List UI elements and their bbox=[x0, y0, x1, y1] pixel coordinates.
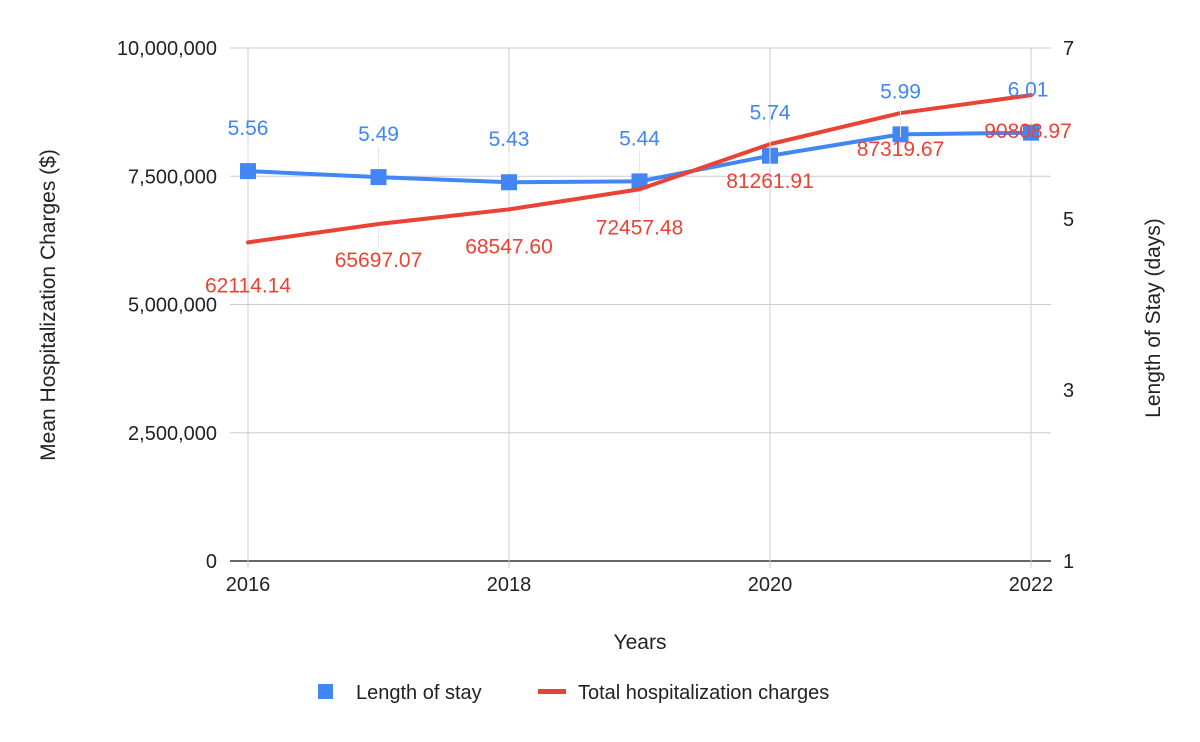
y-left-tick-label: 10,000,000 bbox=[117, 38, 217, 60]
x-axis-title: Years bbox=[614, 631, 667, 654]
y-left-axis-title: Mean Hospitalization Charges ($) bbox=[37, 149, 60, 461]
data-label-total-hospitalization-charges: 72457.48 bbox=[596, 216, 684, 239]
x-axis-ticks: 2016 2018 2020 2022 bbox=[226, 574, 1054, 596]
y-left-tick-label: 2,500,000 bbox=[128, 423, 217, 445]
legend-label-total-hospitalization-charges: Total hospitalization charges bbox=[578, 682, 829, 704]
data-point-length-of-stay[interactable] bbox=[501, 174, 517, 191]
x-tick-label: 2018 bbox=[487, 574, 532, 596]
y-right-tick-label: 5 bbox=[1063, 209, 1074, 231]
data-labels-layer: 5.56 5.49 5.43 5.44 5.74 5.99 6.01 62114.14 6569… bbox=[205, 79, 1072, 298]
legend-item-length-of-stay[interactable]: Length of stay bbox=[318, 682, 482, 704]
y-left-tick-label: 0 bbox=[206, 551, 217, 573]
data-label-total-hospitalization-charges: 90808.97 bbox=[984, 120, 1072, 143]
grid-lines bbox=[230, 47, 1051, 568]
data-label-total-hospitalization-charges: 81261.91 bbox=[726, 170, 814, 193]
data-label-total-hospitalization-charges: 65697.07 bbox=[335, 249, 423, 272]
data-label-length-of-stay: 5.44 bbox=[619, 127, 660, 150]
data-label-length-of-stay: 5.74 bbox=[750, 102, 791, 125]
data-label-length-of-stay: 5.56 bbox=[228, 117, 269, 140]
data-label-length-of-stay: 5.99 bbox=[880, 80, 921, 103]
right-axis-ticks: 1 3 5 7 bbox=[1063, 38, 1074, 573]
data-point-length-of-stay[interactable] bbox=[1023, 124, 1039, 141]
y-right-axis-title: Length of Stay (days) bbox=[1142, 218, 1165, 418]
data-label-length-of-stay: 6.01 bbox=[1008, 79, 1049, 102]
data-point-length-of-stay[interactable] bbox=[631, 173, 648, 190]
legend-swatch-length-of-stay bbox=[318, 684, 333, 699]
y-left-tick-label: 7,500,000 bbox=[128, 166, 217, 188]
x-tick-label: 2016 bbox=[226, 574, 271, 596]
legend: Length of stay Total hospitalization cha… bbox=[318, 682, 829, 704]
y-right-tick-label: 3 bbox=[1063, 380, 1074, 402]
y-right-tick-label: 1 bbox=[1063, 551, 1074, 573]
data-label-total-hospitalization-charges: 62114.14 bbox=[205, 274, 291, 297]
x-tick-label: 2022 bbox=[1009, 574, 1054, 596]
legend-swatch-total-hospitalization-charges bbox=[538, 689, 566, 694]
data-label-total-hospitalization-charges: 87319.67 bbox=[857, 138, 945, 161]
legend-item-total-hospitalization-charges[interactable]: Total hospitalization charges bbox=[538, 682, 829, 704]
data-label-total-hospitalization-charges: 68547.60 bbox=[465, 235, 553, 258]
data-point-length-of-stay[interactable] bbox=[370, 169, 387, 186]
y-left-tick-label: 5,000,000 bbox=[128, 295, 217, 317]
data-label-length-of-stay: 5.43 bbox=[489, 128, 530, 151]
x-tick-label: 2020 bbox=[748, 574, 793, 596]
data-point-length-of-stay[interactable] bbox=[240, 163, 256, 180]
data-label-length-of-stay: 5.49 bbox=[358, 123, 399, 146]
y-right-tick-label: 7 bbox=[1063, 38, 1074, 60]
left-axis-ticks: 0 2,500,000 5,000,000 7,500,000 10,000,000 bbox=[117, 38, 217, 573]
legend-label-length-of-stay: Length of stay bbox=[356, 682, 482, 704]
